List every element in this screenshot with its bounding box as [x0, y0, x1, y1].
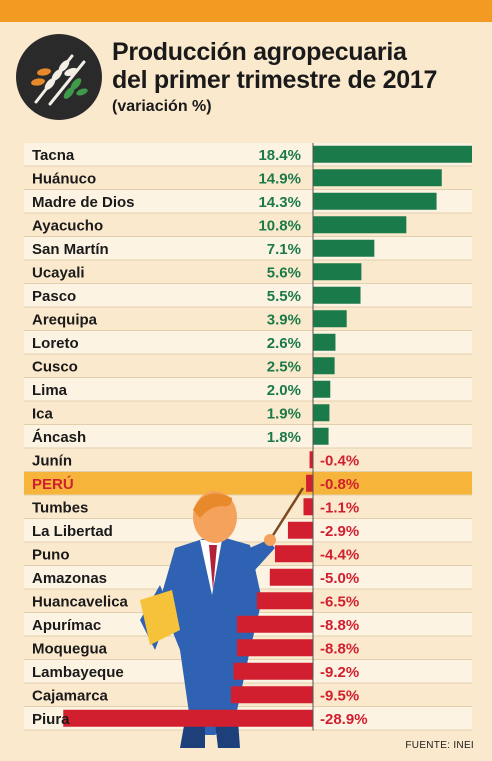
- bar-Tacna: [313, 145, 472, 163]
- category-label: Áncash: [32, 429, 86, 446]
- bar-Lima: [313, 380, 331, 398]
- category-label: Pasco: [32, 288, 76, 305]
- category-label: Tumbes: [32, 499, 88, 516]
- row-background: [24, 378, 472, 401]
- row-background: [24, 448, 472, 471]
- bar-Moquegua: [236, 639, 313, 657]
- bar-Ayacucho: [313, 216, 407, 234]
- category-label: Ucayali: [32, 264, 85, 281]
- bar-Huánuco: [313, 169, 442, 187]
- bar-Apurímac: [236, 615, 313, 633]
- value-label: 2.6%: [267, 335, 301, 352]
- category-label: La Libertad: [32, 523, 113, 540]
- title-line-1: Producción agropecuaria: [112, 38, 407, 66]
- value-label: 5.5%: [267, 288, 301, 305]
- category-label: Cajamarca: [32, 687, 109, 704]
- row-background: [24, 331, 472, 354]
- bar-Ica: [313, 404, 330, 422]
- value-label: 2.0%: [267, 382, 301, 399]
- value-label: -9.5%: [320, 687, 359, 704]
- row-background: [24, 425, 472, 448]
- category-label: Lambayeque: [32, 664, 124, 681]
- bar-Loreto: [313, 333, 336, 351]
- chart-title: Producción agropecuaria del primer trime…: [112, 38, 437, 94]
- category-label: Junín: [32, 452, 72, 469]
- value-label: -0.4%: [320, 452, 359, 469]
- row-background: [24, 284, 472, 307]
- presenter-illustration: [140, 487, 305, 748]
- value-label: -5.0%: [320, 570, 359, 587]
- value-label: 14.9%: [258, 170, 301, 187]
- wheat-logo-icon: [14, 32, 104, 122]
- bar-La Libertad: [287, 521, 313, 539]
- row-background: [24, 519, 472, 542]
- value-label: -9.2%: [320, 664, 359, 681]
- bar-Puno: [274, 545, 313, 563]
- category-label: San Martín: [32, 241, 109, 258]
- value-label: -6.5%: [320, 593, 359, 610]
- category-label: Moquegua: [32, 640, 108, 657]
- row-background: [24, 260, 472, 283]
- category-label: Madre de Dios: [32, 194, 135, 211]
- category-label: Huánuco: [32, 170, 96, 187]
- row-background: [24, 354, 472, 377]
- bar-Piura: [63, 709, 314, 727]
- value-label: -4.4%: [320, 546, 359, 563]
- row-background: [24, 495, 472, 518]
- bar-Arequipa: [313, 310, 347, 328]
- value-label: 1.8%: [267, 429, 301, 446]
- highlight-row: [24, 472, 472, 495]
- category-label: Ica: [32, 405, 54, 422]
- category-label: PERÚ: [32, 475, 74, 493]
- bar-San Martín: [313, 239, 375, 257]
- bar-Cusco: [313, 357, 335, 375]
- category-label: Amazonas: [32, 570, 107, 587]
- value-label: 1.9%: [267, 405, 301, 422]
- category-label: Apurímac: [32, 617, 101, 634]
- bar-Áncash: [313, 427, 329, 445]
- value-label: 5.6%: [267, 264, 301, 281]
- bar-Amazonas: [269, 568, 313, 586]
- bar-Ucayali: [313, 263, 362, 281]
- value-label: 2.5%: [267, 358, 301, 375]
- bar-Huancavelica: [256, 592, 313, 610]
- category-label: Huancavelica: [32, 593, 129, 610]
- value-label: -2.9%: [320, 523, 359, 540]
- source-note: FUENTE: INEI: [405, 740, 474, 751]
- bar-Junín: [309, 451, 313, 469]
- value-label: 14.3%: [258, 194, 301, 211]
- category-label: Lima: [32, 382, 68, 399]
- top-accent-band: [0, 0, 492, 28]
- category-label: Ayacucho: [32, 217, 103, 234]
- value-label: 18.4%: [258, 147, 301, 164]
- category-label: Loreto: [32, 335, 79, 352]
- bar-Cajamarca: [230, 686, 313, 704]
- row-background: [24, 307, 472, 330]
- title-line-2: del primer trimestre de 2017: [112, 66, 438, 94]
- value-label: 10.8%: [258, 217, 301, 234]
- value-label: -1.1%: [320, 499, 359, 516]
- bar-Madre de Dios: [313, 192, 437, 210]
- category-label: Puno: [32, 546, 70, 563]
- value-label: -28.9%: [320, 711, 368, 728]
- bar-PERÚ: [306, 474, 313, 492]
- row-background: [24, 401, 472, 424]
- category-label: Cusco: [32, 358, 78, 375]
- bar-Tumbes: [303, 498, 313, 516]
- value-label: 7.1%: [267, 241, 301, 258]
- chart-subtitle: (variación %): [112, 98, 212, 115]
- value-label: -0.8%: [320, 476, 359, 493]
- category-label: Piura: [32, 711, 70, 728]
- category-label: Tacna: [32, 147, 75, 164]
- value-label: 3.9%: [267, 311, 301, 328]
- value-label: -8.8%: [320, 640, 359, 657]
- category-label: Arequipa: [32, 311, 98, 328]
- bar-Pasco: [313, 286, 361, 304]
- value-label: -8.8%: [320, 617, 359, 634]
- bar-Lambayeque: [233, 662, 313, 680]
